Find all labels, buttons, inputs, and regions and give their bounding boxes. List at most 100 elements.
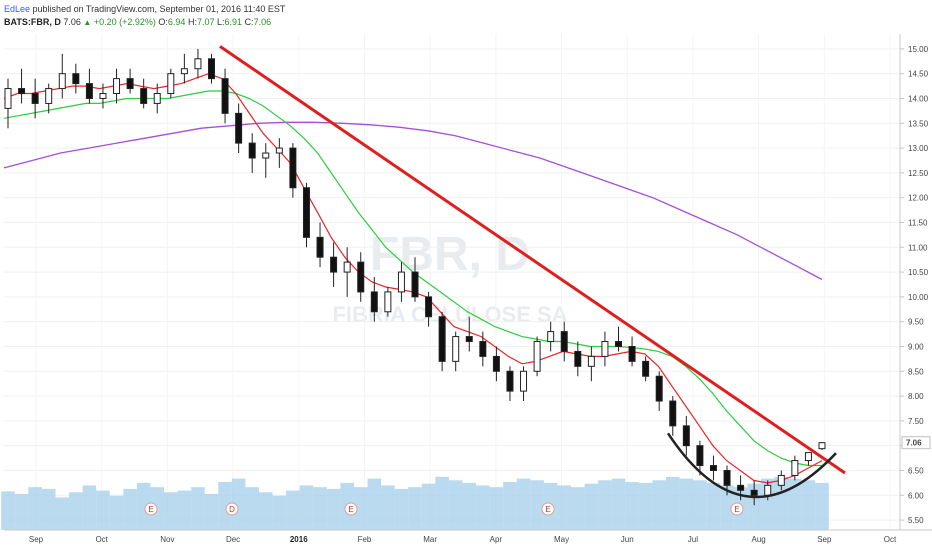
event-marker-label: E	[148, 505, 153, 514]
candle	[791, 455, 799, 481]
candle-down-body	[425, 296, 433, 318]
y-tick-label: 15.00	[908, 45, 929, 54]
open-value: 6.94	[167, 17, 186, 27]
candle-down-body	[615, 341, 622, 347]
candle	[153, 83, 161, 114]
candle-up-body	[45, 88, 53, 104]
y-tick-label: 11.00	[908, 243, 928, 252]
x-tick-label: Apr	[490, 535, 503, 544]
volume-bar	[421, 483, 436, 530]
candle-up-body	[153, 93, 161, 104]
candle	[167, 68, 175, 99]
candle-up-body	[262, 152, 270, 159]
candle	[520, 366, 528, 402]
volume-bar	[652, 480, 666, 530]
candle	[696, 440, 704, 476]
candle	[113, 68, 121, 104]
candle-down-body	[221, 78, 229, 114]
candle	[452, 331, 460, 372]
volume-bar	[462, 482, 477, 530]
open-label: O:	[158, 17, 168, 27]
x-tick-label: Aug	[751, 535, 765, 544]
publish-text: published on TradingView.com, September …	[32, 4, 286, 14]
candle-up-body	[167, 73, 175, 95]
candle-down-body	[18, 88, 26, 95]
y-tick-label: 10.50	[908, 268, 929, 277]
close-label: C:	[244, 17, 254, 27]
candle-down-body	[737, 484, 745, 491]
candle	[818, 442, 826, 451]
event-marker-circle	[144, 502, 158, 516]
publish-line: EdLee published on TradingView.com, Sept…	[4, 3, 285, 16]
event-marker-circle	[730, 502, 744, 516]
volume-bar	[367, 478, 382, 530]
volume-bar	[191, 487, 205, 530]
x-tick-label: Jul	[688, 535, 698, 544]
candle-up-body	[384, 291, 392, 313]
time-axis[interactable]: Sep Oct Nov Dec 2016 Feb Mar Apr May Jun Jul Aug Sep…	[4, 529, 932, 544]
volume-bar	[584, 483, 599, 530]
event-marker: E	[344, 502, 358, 516]
sma-slow-line	[3, 121, 823, 281]
volume-bar	[204, 494, 219, 530]
volume-bar	[326, 488, 341, 530]
candle	[72, 63, 80, 94]
candle	[669, 396, 677, 436]
candle	[533, 336, 541, 377]
price-axis[interactable]: 5.506.006.507.007.508.008.509.009.5010.0…	[899, 34, 931, 530]
candle	[235, 103, 243, 154]
volume-bar	[476, 485, 490, 530]
volume-bar	[516, 478, 531, 530]
author-link[interactable]: EdLee	[4, 4, 31, 14]
candle-down-body	[208, 58, 215, 80]
volume-bar	[69, 492, 83, 530]
event-marker: E	[541, 502, 555, 516]
y-tick-label: 9.00	[908, 342, 924, 351]
event-marker-circle	[344, 502, 358, 516]
candle-up-body	[520, 370, 528, 392]
candle-down-body	[126, 78, 134, 90]
candle-up-body	[113, 78, 121, 95]
candle-up-body	[343, 261, 351, 273]
candle-down-body	[302, 187, 310, 238]
volume-bar	[82, 485, 97, 530]
volume-bar	[706, 482, 721, 530]
candle	[140, 78, 148, 109]
candle	[587, 346, 595, 382]
candle-down-body	[438, 316, 446, 362]
candle-up-body	[452, 336, 460, 362]
volume-bar	[286, 490, 300, 530]
candle	[574, 341, 582, 377]
candle	[357, 252, 365, 302]
candle-up-body	[587, 355, 595, 367]
low-label: L:	[217, 17, 225, 27]
candle	[208, 53, 215, 84]
candle-down-body	[370, 291, 378, 313]
volume-bar	[381, 485, 395, 530]
volume-bar	[123, 488, 137, 530]
candle	[330, 242, 338, 287]
volume-bar	[530, 480, 544, 530]
x-tick-label: Oct	[884, 535, 897, 544]
volume-bar	[55, 497, 70, 530]
candle-down-body	[574, 350, 582, 367]
volume-bar	[448, 480, 463, 530]
candle-down-body	[31, 93, 39, 104]
low-value: 6.91	[224, 17, 243, 27]
grid	[4, 34, 900, 530]
event-marker-circle	[225, 502, 239, 516]
candle	[221, 68, 229, 124]
y-tick-label: 7.50	[908, 417, 924, 426]
candle-down-body	[655, 375, 663, 402]
candle-down-body	[316, 236, 324, 258]
volume-bar	[218, 482, 232, 530]
candle	[31, 78, 39, 119]
candle	[275, 138, 283, 168]
candle	[750, 480, 758, 506]
volume-bar	[801, 480, 816, 530]
y-tick-label: 6.00	[908, 491, 924, 500]
y-tick-label: 8.00	[908, 392, 924, 401]
y-tick-label: 5.50	[908, 516, 924, 525]
candle-up-body	[397, 271, 405, 293]
